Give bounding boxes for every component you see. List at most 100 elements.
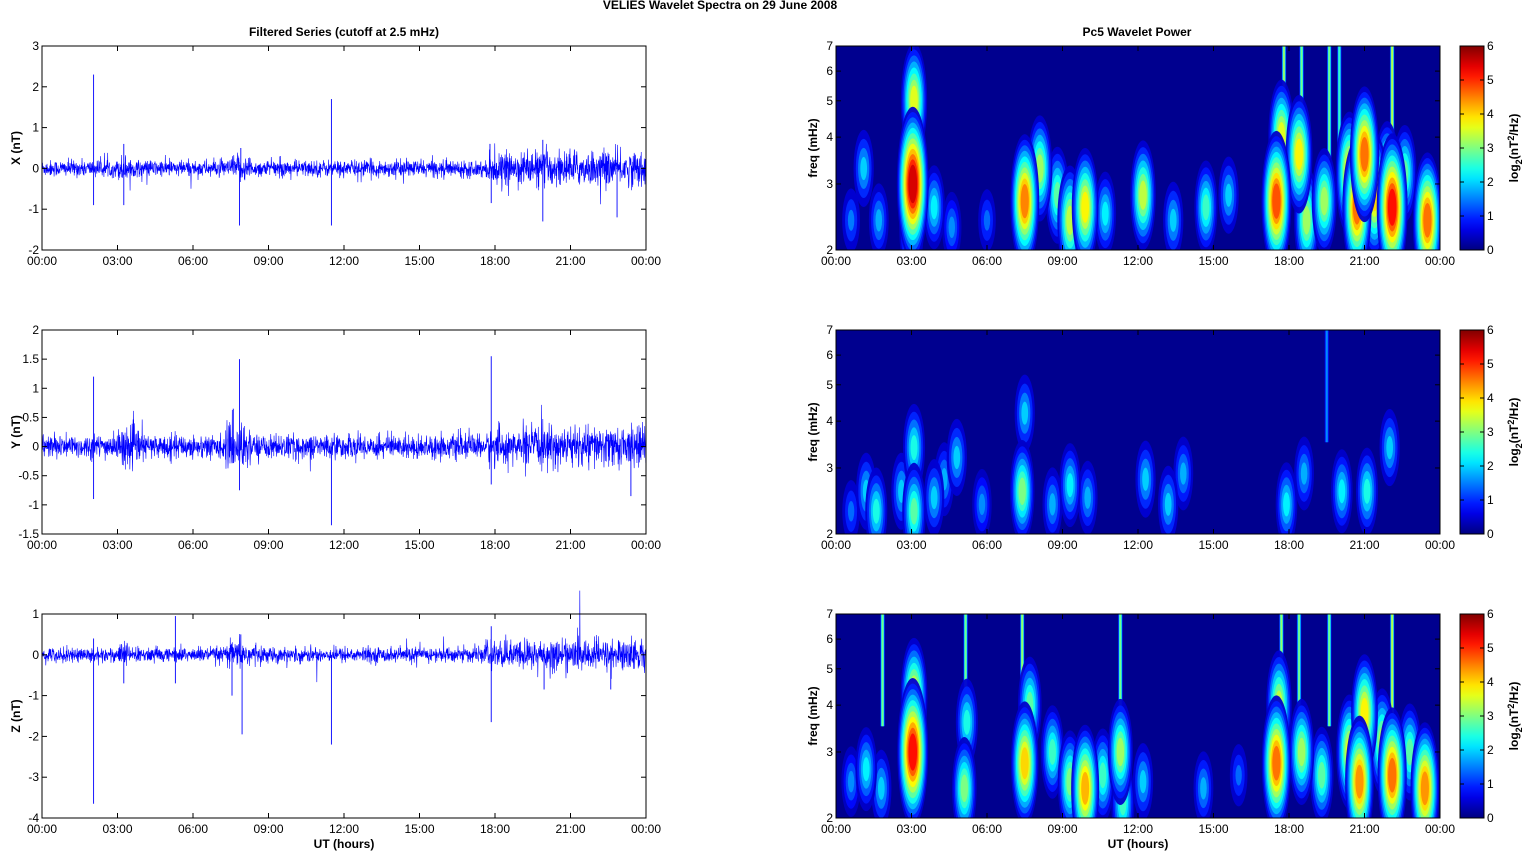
hm-xtick-label: 00:00	[821, 538, 851, 552]
ts-xtick-label: 21:00	[555, 254, 585, 268]
colorbar-label-part: /Hz)	[1507, 114, 1521, 136]
wavelet-blob	[1272, 183, 1281, 219]
x-axis-label: UT (hours)	[314, 837, 375, 851]
ytick-label: 3	[32, 39, 39, 53]
ytick-label: -1.5	[18, 527, 39, 541]
y-axis-label: X (nT)	[9, 131, 23, 165]
wavelet-streak	[1338, 46, 1341, 159]
ts-xtick-label: 03:00	[102, 822, 132, 836]
series-line-y	[41, 404, 647, 477]
wavelet-blob	[1272, 745, 1281, 781]
hm-xtick-label: 12:00	[1123, 538, 1153, 552]
colorbar-label-part: log	[1507, 164, 1521, 182]
colorbar-label-part: 2	[1506, 704, 1516, 709]
wavelet-blob	[1066, 473, 1074, 498]
colorbar: 0123456log2(nT2/Hz)	[1459, 323, 1522, 541]
hm-xtick-label: 12:00	[1123, 822, 1153, 836]
ts-xtick-label: 18:00	[480, 822, 510, 836]
y-axis-label: Y (nT)	[9, 415, 23, 449]
series-line-z	[41, 590, 647, 683]
ts-xtick-label: 09:00	[253, 822, 283, 836]
ytick-label: 7	[826, 323, 833, 337]
colorbar-label-part: /Hz)	[1507, 682, 1521, 704]
wavelet-blob	[847, 209, 855, 231]
colorbar-tick-label: 3	[1487, 425, 1494, 439]
wavelet-blob	[1081, 191, 1090, 223]
ts-xtick-label: 06:00	[178, 254, 208, 268]
ytick-label: -3	[28, 770, 39, 784]
wavelet-blob	[910, 435, 918, 461]
colorbar-label-part: 2	[1514, 443, 1522, 448]
ytick-label: 0	[32, 161, 39, 175]
colorbar-tick-label: 4	[1487, 107, 1494, 121]
colorbar-tick-label: 5	[1487, 641, 1494, 655]
wavelet-streak	[1328, 614, 1331, 727]
wavelet-streak	[881, 614, 884, 727]
hm-xtick-label: 09:00	[1047, 538, 1077, 552]
wavelet-blob	[862, 757, 870, 782]
y-axis-label: freq (mHz)	[806, 118, 820, 177]
colorbar-label: log2(nT2/Hz)	[1506, 114, 1522, 183]
wavelet-blob	[1423, 202, 1432, 238]
ytick-label: 3	[826, 745, 833, 759]
ts-xtick-label: 00:00	[631, 538, 661, 552]
colorbar-tick-label: 6	[1487, 607, 1494, 621]
hm-xtick-label: 00:00	[1425, 822, 1455, 836]
hm-xtick-label: 15:00	[1198, 822, 1228, 836]
ytick-label: 7	[826, 39, 833, 53]
ytick-label: 2	[826, 527, 833, 541]
ytick-label: 0.5	[22, 410, 39, 424]
ytick-label: 0	[32, 440, 39, 454]
colorbar-tick-label: 6	[1487, 39, 1494, 53]
wavelet-blob	[1302, 206, 1311, 235]
colorbar-label-part: (nT	[1507, 424, 1521, 443]
hm-xtick-label: 15:00	[1198, 538, 1228, 552]
ytick-label: 0	[32, 648, 39, 662]
y-axis-label: freq (mHz)	[806, 402, 820, 461]
ytick-label: -0.5	[18, 469, 39, 483]
wavelet-heatmap-panel: 2 3 4 5 6 7 00:00 03:00 06:00 09:00 12:00 15:00 18:0…	[806, 39, 1522, 268]
colorbar-tick-label: 2	[1487, 743, 1494, 757]
hm-xtick-label: 06:00	[972, 254, 1002, 268]
colorbar-label: log2(nT2/Hz)	[1506, 398, 1522, 467]
wavelet-blob	[948, 216, 956, 238]
wavelet-blob	[930, 486, 938, 510]
colorbar-tick-label: 1	[1487, 209, 1494, 223]
ts-xtick-label: 15:00	[404, 822, 434, 836]
x-axis-label: UT (hours)	[1108, 837, 1169, 851]
wavelet-blob	[1360, 136, 1369, 172]
wavelet-streak	[1391, 46, 1394, 159]
colorbar-tick-label: 3	[1487, 709, 1494, 723]
wavelet-blob	[1297, 737, 1306, 767]
hm-xtick-label: 00:00	[821, 254, 851, 268]
wavelet-blob	[1084, 486, 1091, 509]
colorbar-tick-label: 1	[1487, 493, 1494, 507]
hm-xtick-label: 21:00	[1349, 822, 1379, 836]
wavelet-blob	[1318, 761, 1326, 789]
hm-xtick-label: 21:00	[1349, 254, 1379, 268]
ts-xtick-label: 12:00	[329, 822, 359, 836]
ts-xtick-label: 00:00	[27, 538, 57, 552]
wavelet-blob	[1200, 777, 1207, 800]
wavelet-blob	[1180, 462, 1187, 485]
wavelet-blob	[930, 195, 938, 220]
colorbar-label-part: 2	[1506, 136, 1516, 141]
wavelet-blob	[1020, 184, 1029, 219]
ts-xtick-label: 00:00	[27, 822, 57, 836]
colorbar-tick-label: 0	[1487, 811, 1494, 825]
ytick-label: -1	[28, 498, 39, 512]
wavelet-blob	[1101, 201, 1109, 226]
ytick-label: 2	[32, 80, 39, 94]
wavelet-blob	[1142, 467, 1149, 491]
timeseries-panel-z: -4 -3 -2 -1 0 1 00:00 03:00 06:00 09:00 12:00 15:00…	[9, 590, 661, 851]
colorbar-tick-label: 6	[1487, 323, 1494, 337]
ts-xtick-label: 00:00	[27, 254, 57, 268]
series-line-x	[41, 143, 647, 205]
wavelet-blob	[1283, 492, 1290, 517]
wavelet-streak	[964, 614, 967, 727]
wavelet-blob	[983, 210, 991, 231]
wavelet-blob	[847, 500, 855, 522]
ts-xtick-label: 09:00	[253, 254, 283, 268]
ytick-label: 6	[826, 632, 833, 646]
